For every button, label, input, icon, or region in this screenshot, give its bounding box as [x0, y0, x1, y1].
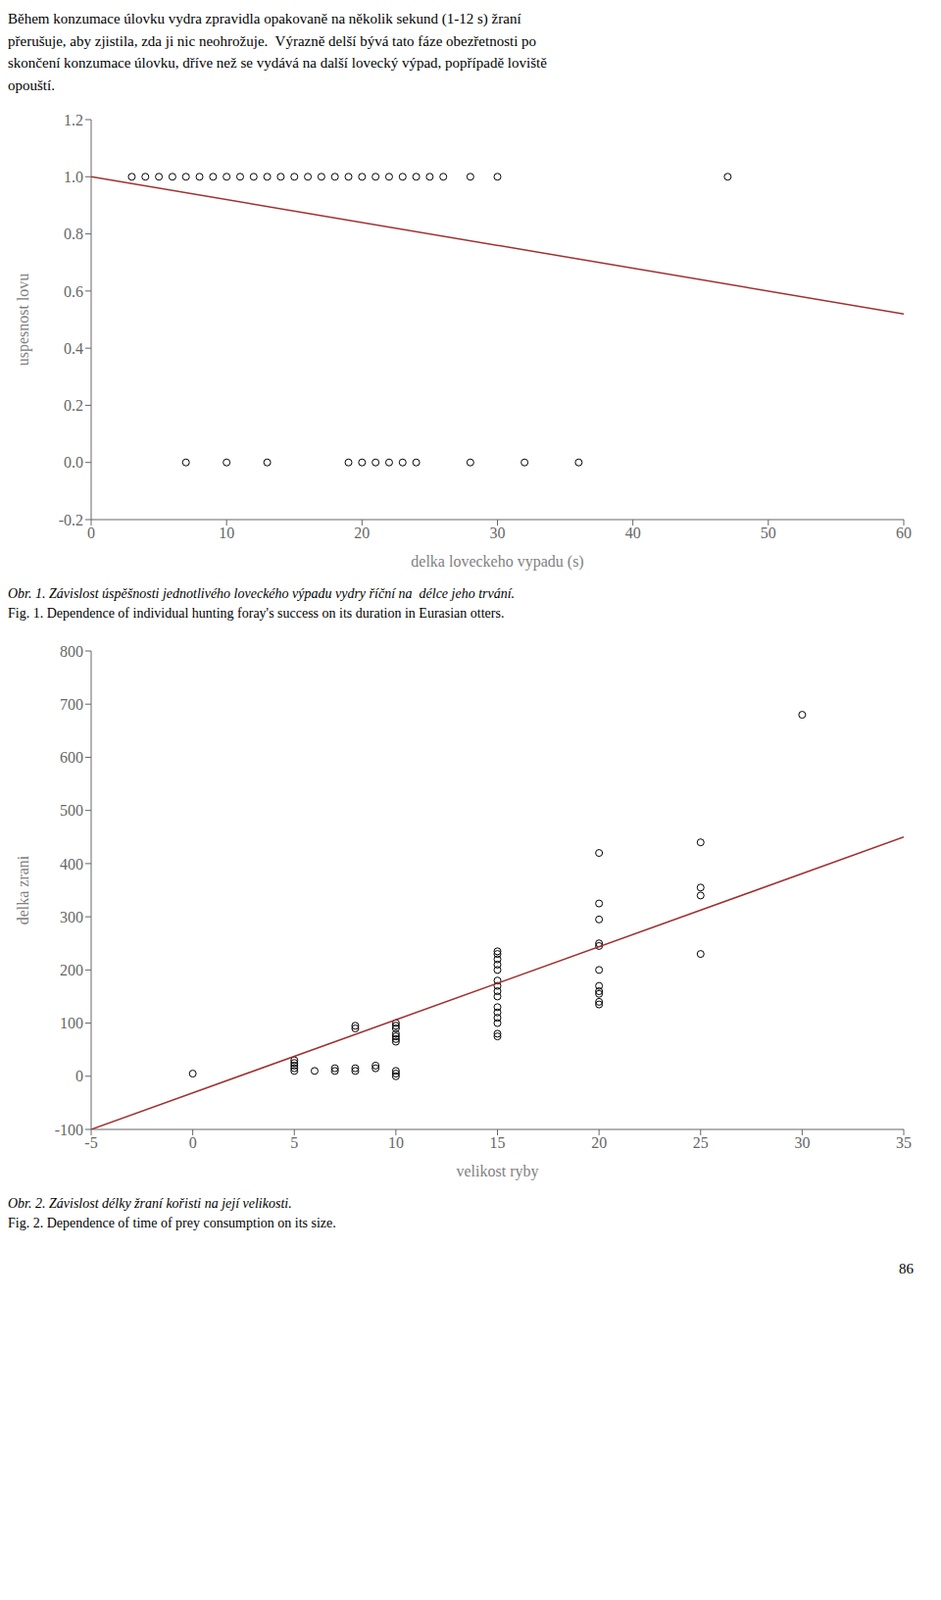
svg-text:10: 10	[388, 1134, 404, 1151]
svg-text:-5: -5	[84, 1134, 98, 1151]
html-text:Fig. 1. Dependence of individu: Fig. 1. Dependence of individual hunting…	[7, 605, 505, 621]
svg-text:100: 100	[59, 1014, 84, 1032]
html-text:86: 86	[898, 1260, 914, 1277]
svg-text:60: 60	[895, 524, 912, 542]
svg-text:400: 400	[59, 855, 84, 873]
svg-text:5: 5	[290, 1134, 298, 1151]
svg-text:10: 10	[218, 524, 235, 542]
svg-text:15: 15	[490, 1134, 506, 1151]
svg-text:0.8: 0.8	[63, 225, 84, 243]
svg-text:0.6: 0.6	[63, 283, 84, 300]
svg-text:0: 0	[189, 1134, 198, 1151]
svg-text:delka loveckeho vypadu (s): delka loveckeho vypadu (s)	[410, 552, 584, 571]
svg-text:1.0: 1.0	[63, 168, 84, 186]
svg-text:0: 0	[75, 1067, 84, 1085]
svg-text:40: 40	[625, 524, 642, 542]
html-text:Obr. 1. Závislost úspěšnosti j: Obr. 1. Závislost úspěšnosti jednotlivéh…	[7, 586, 515, 601]
html-text:Během konzumace úlovku vydra z: Během konzumace úlovku vydra zpravidla o…	[7, 10, 547, 93]
svg-text:20: 20	[353, 524, 370, 542]
svg-text:300: 300	[59, 908, 84, 926]
svg-text:200: 200	[59, 961, 84, 979]
svg-text:-100: -100	[54, 1121, 84, 1139]
svg-text:20: 20	[591, 1134, 607, 1151]
svg-text:500: 500	[59, 801, 84, 819]
svg-text:-0.2: -0.2	[58, 511, 84, 529]
svg-text:50: 50	[760, 524, 777, 542]
svg-text:0.0: 0.0	[63, 453, 84, 471]
svg-text:30: 30	[793, 1134, 810, 1151]
svg-text:30: 30	[490, 524, 506, 542]
svg-text:uspesnost lovu: uspesnost lovu	[14, 273, 33, 367]
svg-text:1.2: 1.2	[63, 111, 84, 129]
svg-text:25: 25	[693, 1134, 709, 1151]
svg-text:delka zrani: delka zrani	[14, 854, 32, 925]
svg-text:700: 700	[59, 695, 84, 713]
svg-text:800: 800	[59, 643, 84, 660]
html-text:Fig. 2. Dependence of time of: Fig. 2. Dependence of time of prey consu…	[7, 1215, 337, 1231]
svg-text:0.2: 0.2	[63, 396, 84, 414]
svg-text:velikost ryby: velikost ryby	[456, 1162, 540, 1181]
svg-text:0: 0	[87, 524, 96, 542]
svg-text:600: 600	[59, 748, 84, 766]
svg-text:35: 35	[895, 1134, 912, 1151]
html-text:Obr. 2. Závislost délky žraní: Obr. 2. Závislost délky žraní kořisti na…	[7, 1195, 292, 1211]
svg-text:0.4: 0.4	[63, 340, 84, 357]
